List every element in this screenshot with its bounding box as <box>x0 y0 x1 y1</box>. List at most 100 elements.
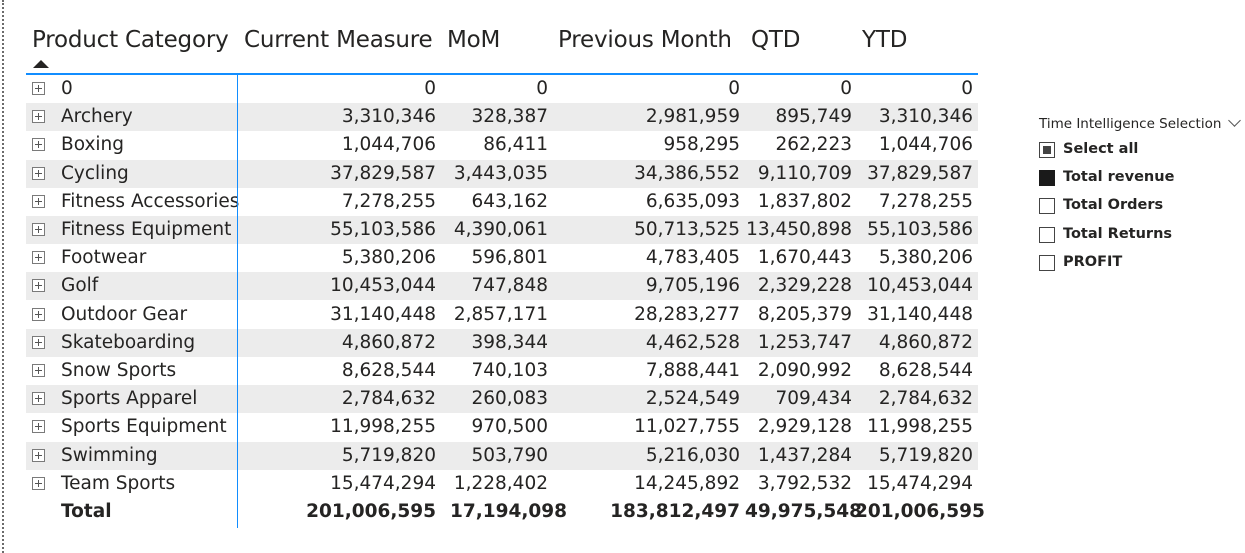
value-cell: 5,719,820 <box>341 444 436 466</box>
header-product-category[interactable]: Product Category <box>32 27 229 53</box>
value-cell: 709,434 <box>775 388 852 410</box>
slicer-option-label: Select all <box>1063 141 1139 157</box>
value-cell: 3,310,346 <box>341 106 436 128</box>
value-cell: 28,283,277 <box>634 303 740 325</box>
header-mom[interactable]: MoM <box>447 27 501 53</box>
table-row[interactable]: Fitness Equipment 55,103,586 4,390,061 50,7… <box>26 216 978 244</box>
table-row[interactable]: Footwear 5,380,206 596,801 4,783,405 1,670,4… <box>26 244 978 272</box>
value-cell: 740,103 <box>471 360 548 381</box>
row-category: Archery <box>61 106 133 128</box>
value-cell: 2,329,228 <box>757 275 852 297</box>
table-row[interactable]: Boxing 1,044,706 86,411 958,295 262,223 1,044… <box>26 131 978 159</box>
slicer-option-label: Total Orders <box>1063 197 1164 214</box>
row-category: 0 <box>61 78 73 99</box>
plus-box-icon[interactable] <box>32 279 45 293</box>
plus-box-icon[interactable] <box>32 420 45 434</box>
value-cell: 1,670,443 <box>757 247 852 269</box>
value-cell: 7,278,255 <box>341 190 436 212</box>
value-cell: 262,223 <box>775 134 852 156</box>
checkbox[interactable] <box>1039 142 1055 158</box>
value-cell: 1,437,284 <box>757 444 852 466</box>
value-cell: 2,981,959 <box>645 106 740 128</box>
checkbox[interactable] <box>1039 198 1055 215</box>
value-cell: 4,860,872 <box>878 331 973 353</box>
table-row[interactable]: Sports Apparel 2,784,632 260,083 2,524,549 7… <box>26 385 978 414</box>
value-cell: 37,829,587 <box>330 162 436 184</box>
plus-box-icon[interactable] <box>32 448 45 462</box>
value-cell: 50,713,525 <box>634 219 740 240</box>
slicer-option-label: Total Returns <box>1063 225 1173 242</box>
value-cell: 4,462,528 <box>645 331 740 353</box>
row-category: Sports Equipment <box>61 416 227 438</box>
plus-box-icon[interactable] <box>32 194 45 208</box>
value-cell: 10,453,044 <box>867 275 973 297</box>
slicer-option[interactable]: Total revenue <box>1039 167 1239 189</box>
row-category: Boxing <box>61 134 124 156</box>
value-cell: 11,027,755 <box>634 416 740 438</box>
slicer-option-label: PROFIT <box>1063 253 1123 270</box>
plus-box-icon[interactable] <box>32 476 45 490</box>
header-previous-month[interactable]: Previous Month <box>558 27 732 53</box>
plus-box-icon[interactable] <box>32 392 45 406</box>
slicer-option[interactable]: Total Orders <box>1039 195 1239 217</box>
value-cell: 1,044,706 <box>341 134 436 156</box>
total-label: Total <box>61 501 112 522</box>
plus-box-icon[interactable] <box>32 166 45 180</box>
row-category: Outdoor Gear <box>61 303 188 325</box>
value-cell: 8,205,379 <box>757 303 852 325</box>
value-cell: 4,860,872 <box>341 331 436 353</box>
plus-box-icon[interactable] <box>32 223 45 236</box>
checkbox[interactable] <box>1039 226 1055 243</box>
value-cell: 398,344 <box>471 331 548 353</box>
table-row[interactable]: 0 0 0 0 0 0 <box>26 75 978 103</box>
header-qtd[interactable]: QTD <box>751 27 801 53</box>
value-cell: 13,450,898 <box>746 219 852 240</box>
header-current-measure[interactable]: Current Measure <box>244 27 433 53</box>
slicer-option[interactable]: Total Returns <box>1039 224 1239 246</box>
slicer-title: Time Intelligence Selection <box>1039 116 1222 132</box>
chevron-down-icon[interactable] <box>1228 114 1241 127</box>
table-row[interactable]: Archery 3,310,346 328,387 2,981,959 895,749 3… <box>26 103 978 132</box>
row-header-divider <box>237 75 238 528</box>
row-category: Skateboarding <box>61 331 196 353</box>
plus-box-icon[interactable] <box>32 138 45 152</box>
header-ytd[interactable]: YTD <box>862 27 908 53</box>
value-cell: 3,792,532 <box>757 472 852 494</box>
value-cell: 31,140,448 <box>867 303 973 325</box>
slicer-option[interactable]: Select all <box>1039 139 1239 161</box>
slicer-option[interactable]: PROFIT <box>1039 252 1239 274</box>
value-cell: 1,044,706 <box>878 134 973 156</box>
total-row[interactable]: Total 201,006,595 17,194,098 183,812,497 49,… <box>26 498 985 526</box>
header-divider <box>26 73 978 75</box>
table-row[interactable]: Swimming 5,719,820 503,790 5,216,030 1,437,2… <box>26 441 978 470</box>
checkbox[interactable] <box>1039 254 1055 271</box>
plus-box-icon[interactable] <box>32 251 45 265</box>
table-row[interactable]: Team Sports 15,474,294 1,228,402 14,245,892… <box>26 470 978 498</box>
plus-box-icon[interactable] <box>32 307 45 321</box>
checkbox[interactable] <box>1039 170 1055 187</box>
value-cell: 15,474,294 <box>330 472 436 494</box>
sort-ascending-icon[interactable] <box>33 60 49 68</box>
table-row[interactable]: Skateboarding 4,860,872 398,344 4,462,528 1,… <box>26 328 978 357</box>
table-row[interactable]: Fitness Accessories 7,278,255 643,162 6,635… <box>26 188 978 216</box>
plus-box-icon[interactable] <box>32 110 45 124</box>
plus-box-icon[interactable] <box>32 364 45 377</box>
table-row[interactable]: Golf 10,453,044 747,848 9,705,196 2,329,228 1… <box>26 272 978 301</box>
value-cell: 4,390,061 <box>453 219 548 240</box>
value-cell: 6,635,093 <box>645 190 740 212</box>
plus-box-icon[interactable] <box>32 335 45 349</box>
value-cell: 34,386,552 <box>634 162 740 184</box>
value-cell: 0 <box>424 78 436 99</box>
value-cell: 643,162 <box>471 190 548 212</box>
value-cell: 5,380,206 <box>878 247 973 269</box>
table-row[interactable]: Sports Equipment 11,998,255 970,500 11,027,… <box>26 413 978 441</box>
value-cell: 15,474,294 <box>867 472 973 494</box>
value-cell: 8,628,544 <box>878 360 973 381</box>
value-cell: 55,103,586 <box>330 219 436 240</box>
table-row[interactable]: Outdoor Gear 31,140,448 2,857,171 28,283,27… <box>26 301 978 329</box>
value-cell: 0 <box>840 78 852 99</box>
plus-box-icon[interactable] <box>32 82 45 95</box>
table-row[interactable]: Snow Sports 8,628,544 740,103 7,888,441 2,09… <box>26 357 978 385</box>
table-row[interactable]: Cycling 37,829,587 3,443,035 34,386,552 9,11… <box>26 159 978 188</box>
matrix-visual: Product Category Current Measure MoM Pre… <box>26 27 985 528</box>
